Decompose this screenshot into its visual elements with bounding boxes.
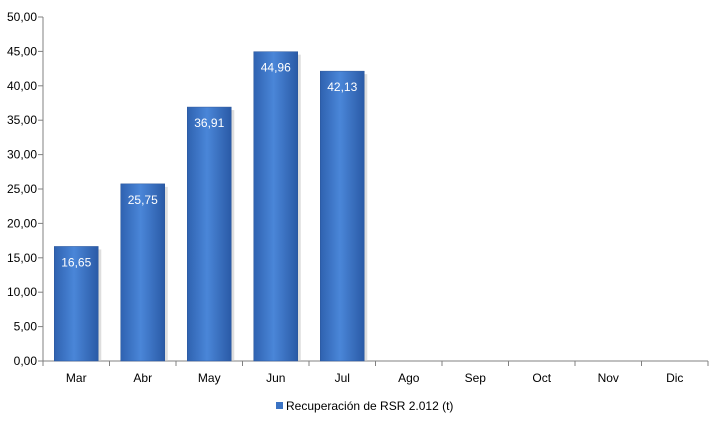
bar [120, 183, 165, 362]
data-label: 16,65 [61, 255, 91, 269]
x-tick-label: Dic [666, 371, 683, 385]
bar [54, 246, 99, 362]
y-tick-label: 0,00 [14, 354, 38, 368]
x-tick-label: Sep [465, 371, 487, 385]
x-tick-label: Mar [66, 371, 87, 385]
x-tick-label: Jul [335, 371, 350, 385]
legend-label: Recuperación de RSR 2.012 (t) [286, 399, 453, 413]
legend-swatch [276, 402, 283, 409]
x-tick-label: Ago [398, 371, 420, 385]
bar [187, 106, 232, 362]
legend: Recuperación de RSR 2.012 (t) [276, 399, 453, 413]
y-tick-label: 50,00 [7, 10, 37, 24]
x-tick-label: Oct [532, 371, 551, 385]
x-tick-label: Jun [266, 371, 285, 385]
x-tick-label: Abr [133, 371, 152, 385]
data-label: 36,91 [194, 116, 224, 130]
bar [253, 51, 298, 362]
x-tick-label: May [198, 371, 221, 385]
y-tick-label: 25,00 [7, 182, 37, 196]
y-tick-label: 40,00 [7, 79, 37, 93]
bar [320, 70, 365, 362]
y-tick-label: 20,00 [7, 216, 37, 230]
y-tick-label: 15,00 [7, 251, 37, 265]
data-label: 44,96 [261, 61, 291, 75]
x-tick-label: Nov [598, 371, 619, 385]
y-tick-label: 35,00 [7, 113, 37, 127]
y-axis: 0,00 5,00 10,00 15,00 20,00 25,00 30,00 35,00 40… [7, 10, 44, 368]
y-tick-label: 30,00 [7, 148, 37, 162]
data-label: 42,13 [327, 80, 357, 94]
data-label: 25,75 [128, 193, 158, 207]
y-tick-label: 5,00 [14, 320, 38, 334]
y-tick-label: 45,00 [7, 44, 37, 58]
y-tick-label: 10,00 [7, 285, 37, 299]
bars: 16,65 25,75 36,91 44,96 42,13 [54, 51, 368, 362]
x-axis: Mar Abr May Jun Jul Ago Sep Oct Nov Dic [42, 360, 709, 385]
